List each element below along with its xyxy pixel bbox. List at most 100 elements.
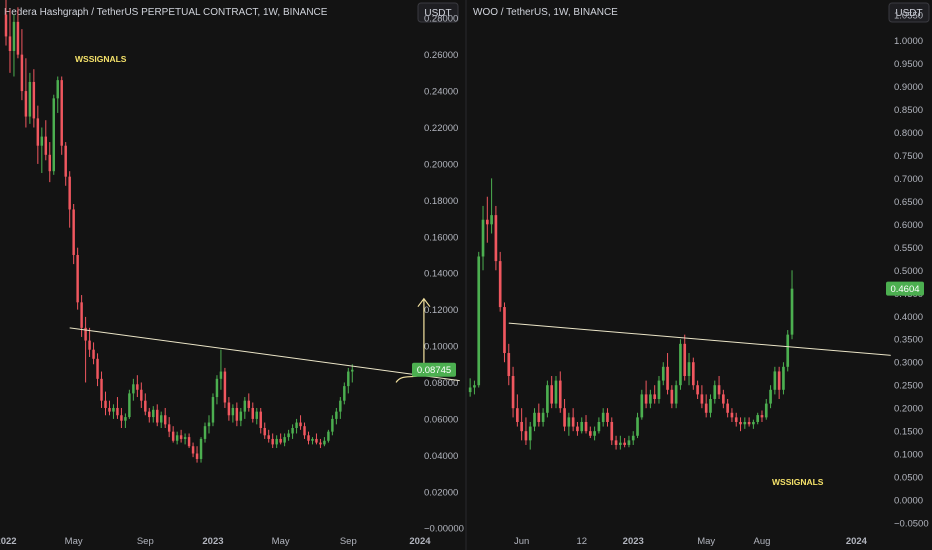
candle bbox=[187, 433, 191, 449]
candle-body bbox=[56, 80, 59, 99]
candle bbox=[752, 419, 755, 429]
candle bbox=[327, 429, 330, 443]
candle-body bbox=[743, 421, 747, 425]
candle bbox=[782, 362, 785, 395]
candle bbox=[88, 327, 91, 357]
y-tick-label: 0.16000 bbox=[424, 232, 458, 243]
candle-body bbox=[777, 371, 781, 390]
candle bbox=[516, 394, 519, 427]
candle-body bbox=[571, 417, 575, 427]
candle bbox=[653, 385, 657, 404]
y-tick-label: 0.6000 bbox=[894, 220, 923, 231]
candle-body bbox=[473, 385, 476, 388]
candle bbox=[215, 375, 219, 405]
candle-body bbox=[550, 385, 554, 404]
candle-body bbox=[227, 402, 231, 416]
candle bbox=[563, 398, 566, 432]
candle bbox=[247, 393, 251, 412]
candle bbox=[576, 421, 579, 436]
candle bbox=[132, 378, 135, 401]
candle bbox=[528, 421, 532, 450]
candle bbox=[704, 394, 708, 418]
candle bbox=[601, 408, 605, 427]
candle-body bbox=[203, 426, 207, 439]
candle-body bbox=[167, 424, 171, 432]
candle-body bbox=[773, 371, 777, 390]
candle bbox=[207, 415, 211, 434]
right-currency-button[interactable]: USDT bbox=[888, 2, 930, 23]
candle-body bbox=[709, 398, 712, 413]
candle bbox=[72, 203, 75, 265]
candle-body bbox=[12, 21, 16, 51]
candle bbox=[159, 411, 163, 429]
candle bbox=[263, 422, 266, 439]
candle bbox=[347, 367, 350, 394]
candle bbox=[339, 397, 342, 419]
candle-body bbox=[108, 407, 111, 412]
candle bbox=[195, 446, 199, 463]
candle bbox=[666, 353, 669, 395]
candle bbox=[627, 435, 631, 448]
candle-body bbox=[640, 394, 644, 418]
candle-body bbox=[619, 442, 622, 445]
candle-body bbox=[657, 380, 661, 399]
candle-body bbox=[537, 412, 541, 422]
candle bbox=[259, 407, 262, 434]
candle bbox=[44, 120, 48, 161]
candle bbox=[291, 424, 294, 439]
candle bbox=[163, 407, 167, 429]
candle bbox=[64, 142, 67, 186]
left-currency-button[interactable]: USDT bbox=[417, 2, 459, 23]
candle bbox=[550, 376, 554, 409]
candle bbox=[691, 357, 695, 390]
candle-body bbox=[631, 435, 635, 441]
candle-body bbox=[255, 411, 258, 419]
candle bbox=[743, 417, 747, 429]
candle-body bbox=[144, 400, 147, 412]
candle bbox=[283, 433, 286, 447]
candle-body bbox=[494, 215, 498, 262]
candle bbox=[84, 316, 87, 383]
candle bbox=[610, 417, 614, 445]
candle-body bbox=[315, 438, 318, 443]
candle bbox=[674, 380, 678, 409]
candle bbox=[537, 403, 541, 427]
candle-body bbox=[287, 433, 290, 438]
candle-body bbox=[16, 21, 20, 55]
candle-body bbox=[295, 422, 298, 429]
candle bbox=[511, 366, 515, 418]
candle-body bbox=[606, 412, 609, 422]
candle bbox=[597, 417, 601, 434]
candle-body bbox=[593, 431, 596, 436]
candle bbox=[558, 371, 562, 413]
candle bbox=[20, 29, 24, 101]
candle-body bbox=[259, 411, 262, 429]
candle bbox=[16, 7, 20, 59]
candle-body bbox=[623, 442, 626, 445]
candle bbox=[588, 426, 592, 439]
candle-body bbox=[48, 154, 52, 172]
candle bbox=[606, 408, 609, 427]
candle bbox=[700, 385, 704, 409]
candle-body bbox=[243, 400, 247, 412]
candle-body bbox=[187, 437, 191, 447]
candle bbox=[287, 429, 290, 441]
candle-body bbox=[271, 438, 274, 445]
candle-body bbox=[4, 14, 8, 37]
y-tick-label: 0.22000 bbox=[424, 123, 458, 134]
candle-body bbox=[726, 403, 729, 413]
candle-body bbox=[661, 366, 665, 381]
candle-body bbox=[670, 389, 674, 404]
candle bbox=[219, 349, 223, 390]
candle-body bbox=[503, 307, 506, 354]
candle-body bbox=[136, 384, 139, 390]
resistance-trendline bbox=[508, 322, 891, 356]
candle-body bbox=[747, 421, 751, 425]
candle-body bbox=[563, 408, 566, 427]
candle bbox=[315, 433, 318, 445]
candle-body bbox=[558, 380, 562, 409]
candle-body bbox=[104, 400, 107, 408]
candle-body bbox=[100, 378, 103, 401]
candle bbox=[498, 251, 502, 312]
candle bbox=[68, 171, 71, 228]
